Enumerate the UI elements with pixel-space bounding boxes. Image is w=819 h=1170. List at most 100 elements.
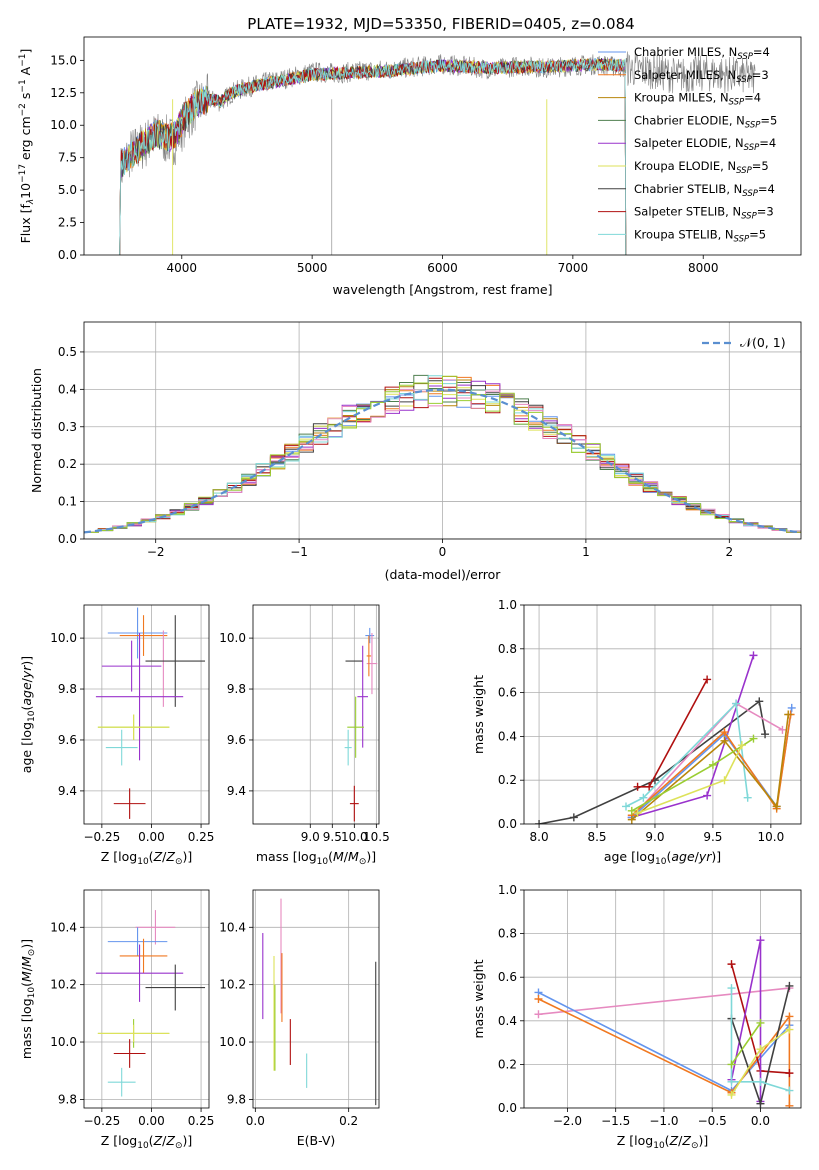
x-tick-label: 8000 (688, 261, 719, 275)
label-part: λ (26, 199, 36, 205)
label-part: −1 (18, 54, 28, 67)
residual-histogram-panel: −2 −1 0 1 2 0.0 0.1 0.2 0.3 0.4 0.5 𝒩(0, 1) (data-mo… (29, 321, 802, 582)
label-part: / (162, 1133, 167, 1148)
x-tick-label: 2 (725, 545, 733, 559)
label-part: ⊙ (691, 1141, 699, 1151)
label-part: )] (711, 849, 721, 864)
legend-name: Kroupa STELIB, N (634, 227, 734, 241)
y-tick-label: 2.5 (58, 216, 77, 230)
axes-frame (252, 889, 380, 1109)
label-part: ⊙ (27, 949, 37, 957)
y-tick-label: 0.2 (58, 457, 77, 471)
mass-vs-ebv-panel: 0.0 0.2 9.8 10.0 10.2 10.4 E(B-V) (219, 889, 380, 1148)
weight-point (756, 1099, 765, 1108)
weight-point (749, 734, 758, 743)
y-tick-label: 9.8 (227, 1092, 246, 1106)
weight-point (569, 813, 578, 822)
legend-name: Kroupa ELODIE, N (634, 159, 736, 173)
label-part: )] (698, 1133, 708, 1148)
weight-point (787, 703, 796, 712)
y-tick-label: 9.6 (227, 733, 246, 747)
x-tick-label: 0.00 (138, 1114, 165, 1128)
legend-entry: Kroupa ELODIE, NSSP=5 (634, 159, 769, 176)
weight-point (645, 782, 654, 791)
label-part: M (348, 849, 359, 864)
x-tick-label: 8.0 (530, 830, 549, 844)
legend-value: =3 (757, 205, 774, 219)
y-tick-label: 1.0 (498, 883, 517, 897)
label-part: age [log (604, 849, 655, 864)
legend-entry: 𝒩(0, 1) (740, 335, 786, 350)
normal-distribution-curve (84, 388, 801, 534)
legend-entry: Chabrier STELIB, NSSP=4 (634, 182, 775, 199)
label-part: ( (19, 982, 34, 987)
y-tick-label: 0.3 (58, 420, 77, 434)
x-tick-label: −1 (290, 545, 308, 559)
y-tick-label: 0.6 (498, 686, 517, 700)
y-tick-label: 0.0 (58, 532, 77, 546)
weight-series-line (538, 699, 766, 824)
label-part: Z (669, 1133, 679, 1148)
weight-point (627, 815, 636, 824)
x-tick-label: −0.5 (698, 1114, 727, 1128)
legend-sub: SSP (745, 120, 761, 130)
label-part: ( (149, 1133, 154, 1148)
x-tick-label: 9.0 (645, 830, 664, 844)
label-part: / (678, 1133, 683, 1148)
weight-point (784, 710, 793, 719)
label-part: M (19, 956, 34, 967)
weight-point (534, 995, 543, 1003)
weight-point (708, 760, 717, 769)
weight-point (785, 981, 794, 990)
y-tick-label: 0.1 (58, 495, 77, 509)
weight-vs-metallicity-panel: −2.0 −1.5 −1.0 −0.5 0.0 0.0 0.2 0.4 0.6 0.8 1.0 Z [… (471, 883, 802, 1151)
y-tick-label: 0.2 (498, 1057, 517, 1071)
axes-frame (83, 889, 210, 1109)
legend-value: =5 (760, 113, 777, 127)
y-axis-label: Normed distribution (29, 368, 44, 493)
legend-name: Chabrier ELODIE, N (634, 113, 745, 127)
label-part: ( (19, 706, 34, 711)
label-part: yr (19, 665, 34, 679)
label-part: / (19, 677, 34, 682)
legend-sub: SSP (741, 212, 757, 222)
y-tick-label: 0.0 (58, 248, 77, 262)
weight-point (756, 1077, 765, 1086)
weight-point (756, 936, 765, 945)
weight-series-line (637, 679, 708, 788)
weight-point (720, 736, 729, 745)
legend-entry: Salpeter ELODIE, NSSP=4 (634, 136, 776, 153)
legend-value: =3 (752, 68, 769, 82)
y-tick-label: 0.4 (498, 1014, 517, 1028)
label-part: 10 (653, 1141, 665, 1151)
y-tick-label: 15.0 (50, 53, 77, 67)
plot-area (84, 322, 801, 539)
y-tick-label: 9.8 (227, 682, 246, 696)
x-tick-label: 8.5 (587, 830, 606, 844)
label-part: ( (666, 849, 671, 864)
weight-point (737, 741, 746, 750)
y-tick-label: 0.0 (498, 817, 517, 831)
axes-frame (523, 604, 802, 825)
x-tick-label: 0.0 (751, 1114, 770, 1128)
label-part: 10 (137, 1141, 149, 1151)
y-tick-label: 7.5 (58, 151, 77, 165)
weight-point (639, 793, 648, 802)
x-tick-label: −0.25 (83, 830, 120, 844)
label-part: Z (153, 1133, 163, 1148)
x-tick-label: 0.25 (188, 1114, 215, 1128)
y-tick-label: 0.2 (498, 773, 517, 787)
weight-point (756, 1018, 765, 1027)
x-axis-label: Z [log10(Z/Z⊙)] (617, 1133, 709, 1151)
label-part: Z [log (617, 1133, 653, 1148)
age-vs-metallicity-panel: −0.25 0.00 0.259.49.69.810.0Z [log10(Z/Z⊙)… (19, 604, 214, 867)
weight-point (703, 675, 712, 684)
label-part: −2 (18, 103, 28, 116)
plot-area (84, 890, 209, 1108)
weight-point (727, 1090, 736, 1099)
weight-point (772, 802, 781, 811)
label-part: / (695, 849, 700, 864)
weight-point (756, 1045, 765, 1054)
label-part: 10 (655, 857, 667, 867)
label-part: M (333, 849, 344, 864)
